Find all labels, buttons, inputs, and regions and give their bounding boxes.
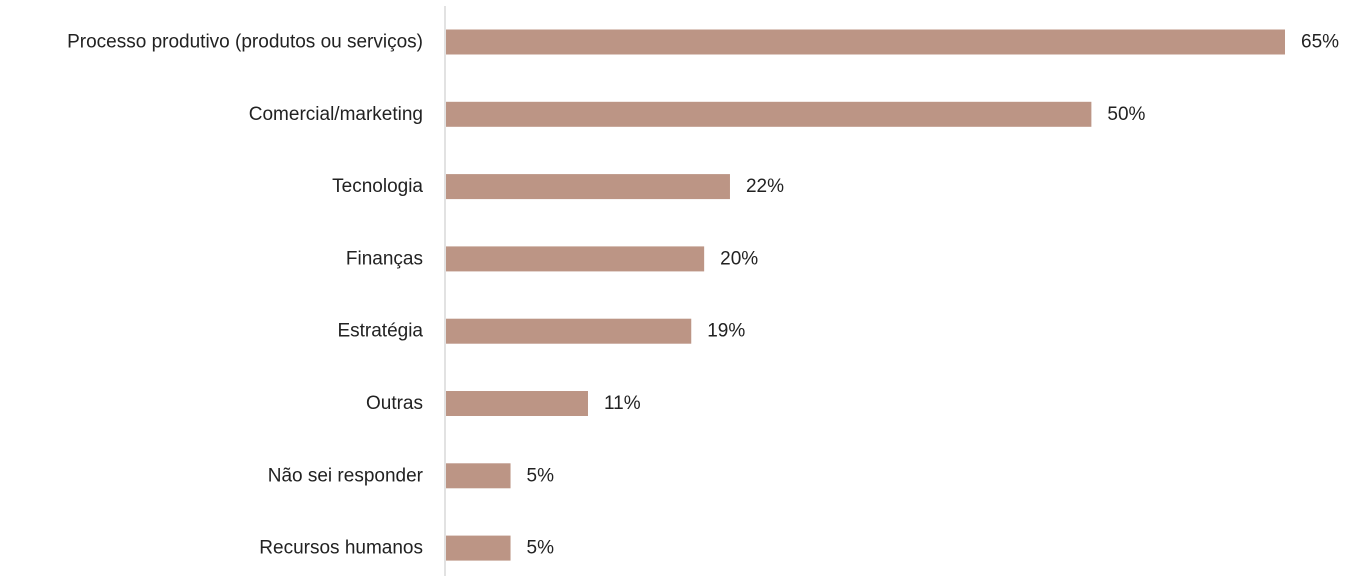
bar (446, 535, 511, 561)
value-label: 65% (1301, 32, 1339, 53)
bar (446, 246, 705, 272)
category-label: Outras (366, 393, 423, 414)
bar (446, 318, 692, 344)
bar (446, 463, 511, 489)
value-label: 5% (527, 538, 555, 559)
bar (446, 29, 1285, 55)
category-label: Processo produtivo (produtos ou serviços… (67, 32, 423, 53)
value-label: 19% (707, 321, 745, 342)
bar (446, 174, 730, 200)
category-label: Não sei responder (268, 465, 424, 486)
category-label: Finanças (346, 248, 423, 269)
value-label: 20% (720, 248, 758, 269)
category-label: Comercial/marketing (249, 104, 423, 125)
value-label: 50% (1107, 104, 1145, 125)
value-label: 22% (746, 176, 784, 197)
category-label: Recursos humanos (259, 538, 423, 559)
category-label: Estratégia (337, 321, 423, 342)
value-label: 5% (527, 465, 555, 486)
value-label: 11% (604, 393, 641, 414)
category-label: Tecnologia (332, 176, 423, 197)
bar (446, 101, 1092, 127)
bar (446, 391, 588, 416)
